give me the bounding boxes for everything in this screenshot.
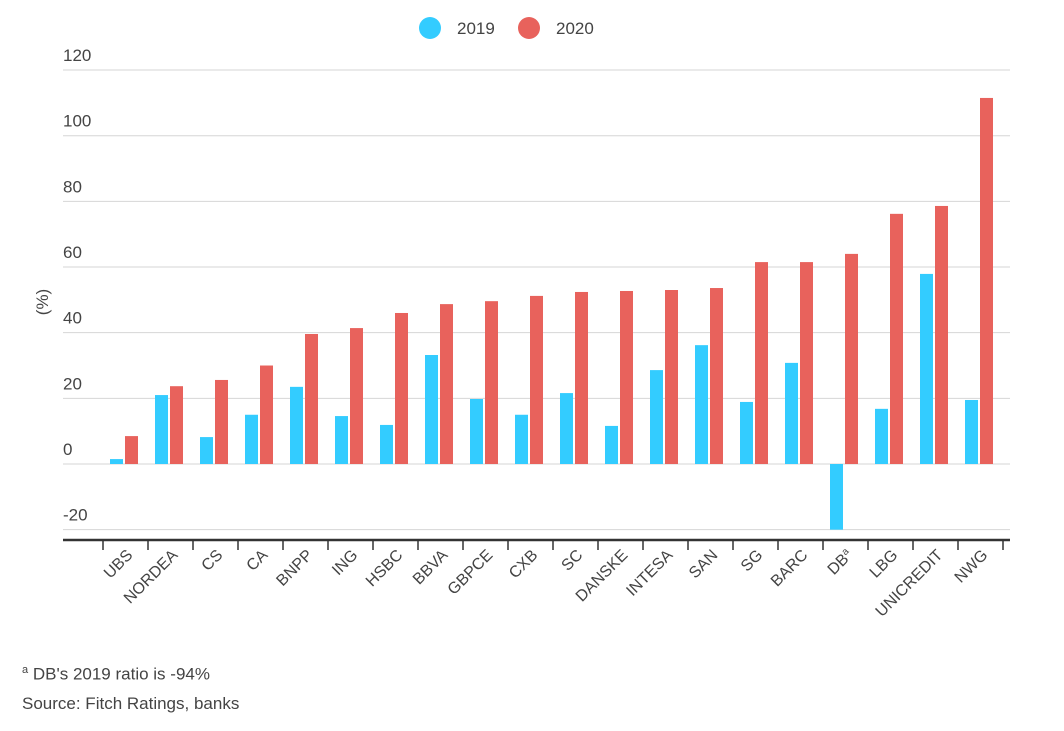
bar-HSBC-2020 (395, 312, 408, 464)
bar-HSBC-2019 (380, 424, 393, 464)
footnote-marker: a (22, 664, 29, 676)
bar-UBS-2019 (110, 459, 123, 464)
x-tick-label: BNPP (273, 547, 316, 590)
x-tick-label: BBVA (410, 547, 452, 589)
bar-UBS-2020 (125, 436, 138, 464)
bar-SAN-2019 (695, 345, 708, 464)
legend: 2019 2020 (419, 17, 594, 39)
x-tick-label: SAN (686, 547, 721, 582)
x-tick-label: GBPCE (445, 547, 497, 599)
y-tick-label: 100 (63, 112, 91, 131)
y-tick-label: 120 (63, 46, 91, 65)
x-tick-label: CA (244, 547, 272, 575)
bar-CXB-2020 (530, 295, 543, 464)
bar-LBG-2019 (875, 408, 888, 464)
bar-INTESA-2020 (665, 290, 678, 464)
bar-CS-2020 (215, 379, 228, 464)
bar-CA-2020 (260, 365, 273, 464)
bar-BBVA-2020 (440, 304, 453, 464)
y-tick-label: 40 (63, 309, 82, 328)
x-tick-label: UBS (101, 547, 136, 582)
bar-CXB-2019 (515, 414, 528, 464)
bar-LBG-2020 (890, 213, 903, 464)
y-tick-label: -20 (63, 506, 88, 525)
bar-GBPCE-2020 (485, 301, 498, 464)
y-tick-label: 0 (63, 440, 72, 459)
bar-BARC-2020 (800, 262, 813, 464)
x-tick-label: CXB (506, 547, 541, 582)
bar-INTESA-2019 (650, 370, 663, 464)
x-tick-superscript: a (840, 546, 852, 558)
bar-SC-2019 (560, 393, 573, 464)
bar-BBVA-2019 (425, 355, 438, 464)
source-note: Source: Fitch Ratings, banks (22, 694, 240, 713)
legend-marker-2020 (518, 17, 540, 39)
bar-SC-2020 (575, 291, 588, 464)
x-tick-label: INTESA (623, 547, 676, 600)
x-tick-label: HSBC (363, 547, 406, 590)
y-tick-label: 80 (63, 177, 82, 196)
bar-DANSKE-2020 (620, 290, 633, 464)
bar-SAN-2020 (710, 288, 723, 464)
bar-DB-2020 (845, 253, 858, 464)
footnote: a DB's 2019 ratio is -94% (22, 664, 210, 685)
x-tick-label: LBG (867, 547, 902, 582)
bar-UNICREDIT-2019 (920, 273, 933, 464)
bar-DB-2019 (830, 464, 843, 530)
bar-ING-2020 (350, 328, 363, 464)
bars (110, 97, 993, 530)
y-axis-label: (%) (33, 289, 52, 315)
bar-ING-2019 (335, 416, 348, 464)
bar-GBPCE-2019 (470, 398, 483, 464)
bar-NWG-2020 (980, 97, 993, 465)
x-tick-label: SG (738, 547, 766, 575)
x-tick-label: DBa (824, 546, 857, 579)
legend-marker-2019 (419, 17, 441, 39)
bar-NORDEA-2020 (170, 386, 183, 464)
bar-BNPP-2020 (305, 333, 318, 464)
bar-DANSKE-2019 (605, 425, 618, 464)
x-tick-label: BARC (768, 547, 811, 590)
bar-SG-2019 (740, 401, 753, 464)
x-tick-label: NWG (952, 547, 992, 587)
x-tick-label: SC (559, 547, 587, 575)
bar-SG-2020 (755, 262, 768, 464)
x-tick-label: CS (199, 547, 227, 575)
bar-CA-2019 (245, 414, 258, 464)
bar-CS-2019 (200, 437, 213, 464)
y-tick-label: 20 (63, 374, 82, 393)
bar-BNPP-2019 (290, 386, 303, 464)
bar-UNICREDIT-2020 (935, 205, 948, 464)
x-tick-label: ING (329, 547, 361, 579)
bar-NWG-2019 (965, 399, 978, 464)
footnote-text: DB's 2019 ratio is -94% (32, 664, 210, 684)
y-tick-label: 60 (63, 243, 82, 262)
bar-NORDEA-2019 (155, 395, 168, 464)
legend-label-2020: 2020 (556, 19, 594, 38)
legend-label-2019: 2019 (457, 19, 495, 38)
bar-BARC-2019 (785, 362, 798, 464)
